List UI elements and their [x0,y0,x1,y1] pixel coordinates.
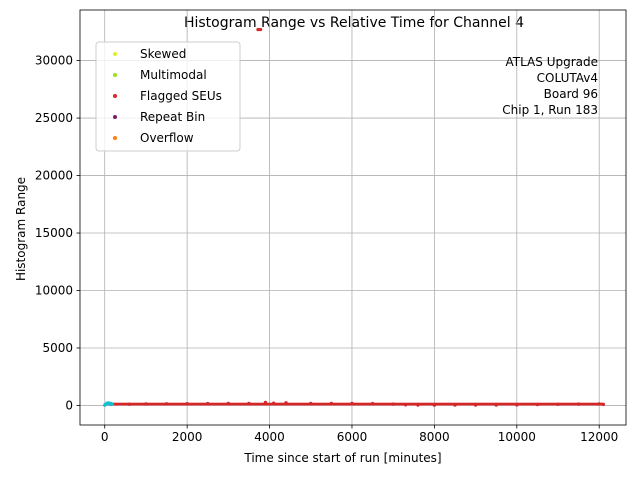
data-point [144,402,148,406]
data-point [206,401,210,406]
x-tick-label: 8000 [419,430,450,444]
data-point [473,403,478,407]
data-point [185,402,189,406]
data-point [247,401,251,406]
data-band [110,402,604,406]
data-point [391,402,395,406]
legend-label: Repeat Bin [140,110,205,124]
x-axis-ticks: 0 2000 4000 6000 8000 10000 12000 [101,425,618,444]
y-tick-label: 30000 [35,54,73,68]
y-tick-label: 15000 [35,226,73,240]
y-tick-label: 5000 [42,341,73,355]
x-tick-label: 4000 [254,430,285,444]
legend-label: Overflow [140,131,194,145]
x-tick-label: 0 [101,430,109,444]
y-tick-label: 10000 [35,283,73,297]
data-point [164,402,169,406]
x-tick-label: 10000 [498,430,536,444]
y-tick-label: 20000 [35,169,73,183]
series-flagged-seus [109,27,606,407]
data-point [256,27,260,32]
data-point [432,403,437,407]
legend-label: Skewed [140,47,186,61]
data-point [370,401,375,406]
data-point [576,402,581,406]
data-point [601,402,606,407]
y-tick-label: 0 [65,398,73,412]
data-point [263,400,268,405]
plot-area [103,27,606,407]
data-point [535,402,540,407]
legend-marker [113,94,117,98]
legend-marker [113,136,117,140]
y-axis-label: Histogram Range [14,177,28,281]
data-point [309,401,313,406]
data-point [597,402,601,406]
annotation-line-1: ATLAS Upgrade [505,55,598,69]
data-point [329,401,334,406]
legend-marker [113,115,117,119]
data-point [127,402,132,406]
data-point [453,403,457,407]
x-axis-label: Time since start of run [minutes] [243,451,441,465]
annotation-line-4: Chip 1, Run 183 [502,103,598,117]
y-axis-ticks: 0 5000 10000 15000 20000 25000 30000 [35,54,80,412]
legend-label: Flagged SEUs [140,89,222,103]
data-point [350,401,354,406]
x-tick-label: 12000 [580,430,618,444]
annotation-line-2: COLUTAv4 [537,71,598,85]
x-tick-label: 6000 [337,430,368,444]
x-tick-label: 2000 [172,430,203,444]
annotation: ATLAS Upgrade COLUTAv4 Board 96 Chip 1, … [502,55,598,117]
y-tick-label: 25000 [35,111,73,125]
annotation-line-3: Board 96 [544,87,598,101]
axes-frame [79,9,627,426]
data-point [271,401,276,405]
legend-label: Multimodal [140,68,207,82]
legend-box [95,41,241,152]
series-unlabeled [103,401,114,407]
legend: Skewed Multimodal Flagged SEUs Repeat Bin Ov… [95,41,241,152]
data-point [258,27,263,32]
data-point [226,401,231,406]
data-point [110,402,114,406]
legend-marker [113,52,117,56]
chart-title: Histogram Range vs Relative Time for Cha… [184,15,524,31]
data-point [284,401,288,405]
data-point [403,403,408,407]
data-point [494,403,498,407]
data-point [416,403,420,407]
legend-marker [113,73,117,77]
legend-items: Skewed Multimodal Flagged SEUs Repeat Bin Ov… [113,47,222,145]
data-point [515,403,519,407]
data-point [556,402,560,407]
